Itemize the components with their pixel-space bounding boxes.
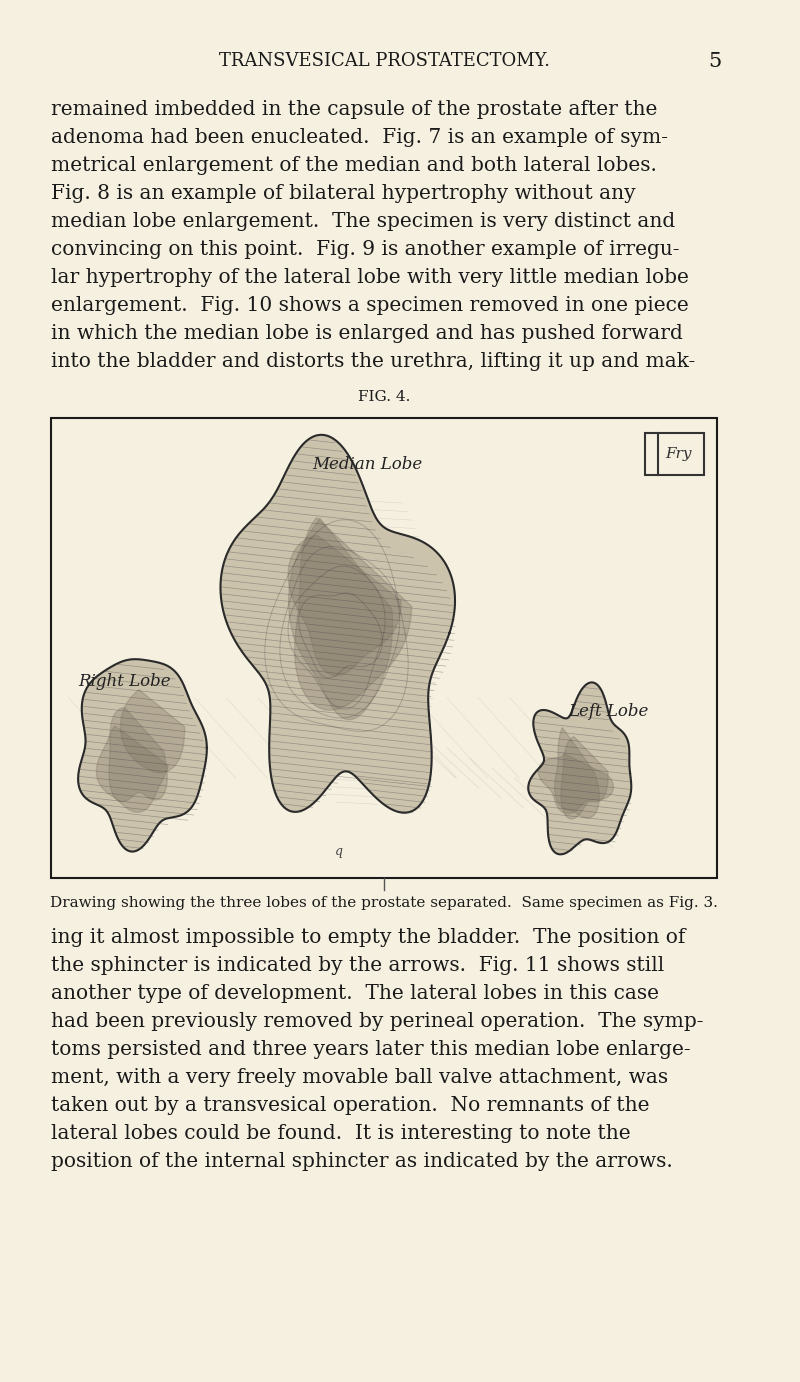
Polygon shape (538, 753, 614, 814)
Polygon shape (78, 659, 207, 851)
Text: position of the internal sphincter as indicated by the arrows.: position of the internal sphincter as in… (51, 1153, 673, 1171)
Text: median lobe enlargement.  The specimen is very distinct and: median lobe enlargement. The specimen is… (51, 211, 675, 231)
Polygon shape (561, 737, 608, 820)
Text: lateral lobes could be found.  It is interesting to note the: lateral lobes could be found. It is inte… (51, 1124, 630, 1143)
Text: convincing on this point.  Fig. 9 is another example of irregu-: convincing on this point. Fig. 9 is anot… (51, 240, 679, 258)
Text: ing it almost impossible to empty the bladder.  The position of: ing it almost impossible to empty the bl… (51, 927, 686, 947)
Text: TRANSVESICAL PROSTATECTOMY.: TRANSVESICAL PROSTATECTOMY. (218, 53, 550, 70)
Polygon shape (121, 690, 185, 773)
Text: q: q (335, 844, 343, 858)
Text: Fry: Fry (665, 446, 691, 462)
Text: the sphincter is indicated by the arrows.  Fig. 11 shows still: the sphincter is indicated by the arrows… (51, 956, 664, 974)
Text: lar hypertrophy of the lateral lobe with very little median lobe: lar hypertrophy of the lateral lobe with… (51, 268, 689, 287)
Text: Median Lobe: Median Lobe (312, 456, 422, 473)
Polygon shape (109, 708, 167, 802)
Text: metrical enlargement of the median and both lateral lobes.: metrical enlargement of the median and b… (51, 156, 657, 176)
Polygon shape (97, 726, 168, 813)
Text: 5: 5 (708, 53, 722, 70)
Bar (646, 433, 704, 475)
Text: adenoma had been enucleated.  Fig. 7 is an example of sym-: adenoma had been enucleated. Fig. 7 is a… (51, 129, 668, 146)
Text: remained imbedded in the capsule of the prostate after the: remained imbedded in the capsule of the … (51, 100, 658, 119)
Text: into the bladder and distorts the urethra, lifting it up and mak-: into the bladder and distorts the urethr… (51, 352, 695, 370)
Text: Left Lobe: Left Lobe (569, 703, 649, 720)
Text: Right Lobe: Right Lobe (78, 673, 170, 690)
Text: Fig. 8 is an example of bilateral hypertrophy without any: Fig. 8 is an example of bilateral hypert… (51, 184, 635, 203)
Polygon shape (289, 518, 393, 720)
Text: taken out by a transvesical operation.  No remnants of the: taken out by a transvesical operation. N… (51, 1096, 650, 1115)
Polygon shape (528, 683, 631, 854)
Text: FIG. 4.: FIG. 4. (358, 390, 410, 404)
Text: enlargement.  Fig. 10 shows a specimen removed in one piece: enlargement. Fig. 10 shows a specimen re… (51, 296, 689, 315)
Text: another type of development.  The lateral lobes in this case: another type of development. The lateral… (51, 984, 659, 1003)
Text: in which the median lobe is enlarged and has pushed forward: in which the median lobe is enlarged and… (51, 323, 683, 343)
Polygon shape (288, 535, 401, 676)
Polygon shape (294, 517, 412, 710)
Text: toms persisted and three years later this median lobe enlarge-: toms persisted and three years later thi… (51, 1041, 690, 1059)
Text: had been previously removed by perineal operation.  The symp-: had been previously removed by perineal … (51, 1012, 703, 1031)
Text: ment, with a very freely movable ball valve attachment, was: ment, with a very freely movable ball va… (51, 1068, 668, 1088)
Polygon shape (554, 727, 599, 818)
Text: Drawing showing the three lobes of the prostate separated.  Same specimen as Fig: Drawing showing the three lobes of the p… (50, 896, 718, 909)
Polygon shape (221, 435, 455, 813)
Bar (51, 417, 718, 878)
